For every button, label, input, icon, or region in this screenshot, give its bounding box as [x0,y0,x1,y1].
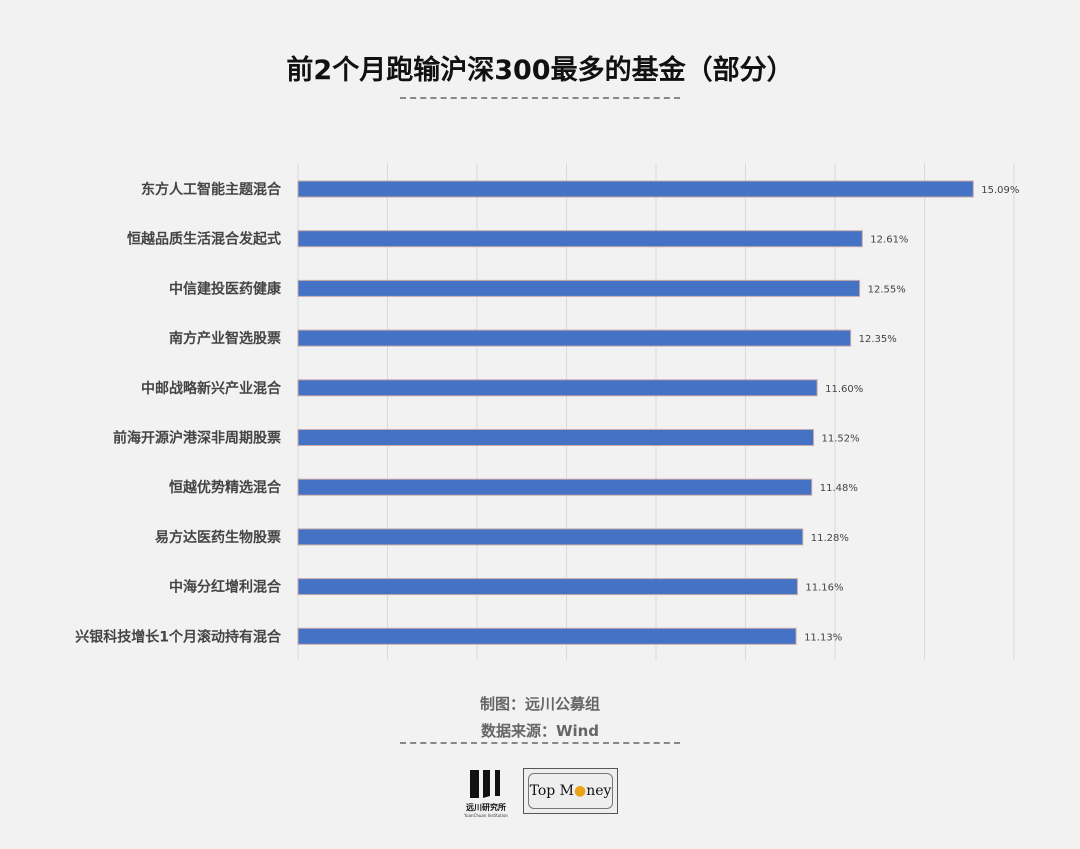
bar [297,429,815,446]
category-label: 中邮战略新兴产业混合 [141,380,282,397]
bar [297,180,974,198]
bar [297,478,813,496]
category-label: 恒越优势精选混合 [169,479,282,496]
category-label: 南方产业智选股票 [169,330,281,347]
data-label: 11.48% [820,483,858,494]
svg-text:远川研究所: 远川研究所 [466,802,506,812]
category-label: 东方人工智能主题混合 [141,181,282,198]
bar [297,230,863,248]
data-label: 11.28% [811,533,849,544]
chart-title: 前2个月跑输沪深300最多的基金（部分） [286,55,794,86]
yuanchuan-logo: 远川研究所 YuanChuan Institution [462,768,510,818]
bar-chart: 东方人工智能主题混合 15.09% 恒越品质生活混合发起式 12.61% 中信建投医药健… [75,163,1019,660]
data-label: 12.35% [859,334,897,345]
category-label: 中海分红增利混合 [169,579,282,596]
category-label: 兴银科技增长1个月滚动持有混合 [75,628,282,645]
bar [297,578,798,596]
data-label: 11.13% [804,632,842,643]
data-label: 12.55% [868,284,906,295]
data-label: 11.60% [825,384,863,395]
category-label: 易方达医药生物股票 [155,529,281,546]
data-label: 15.09% [981,185,1019,196]
category-label: 恒越品质生活混合发起式 [127,231,281,248]
bar [297,528,804,546]
bar [297,329,852,347]
bar [297,279,861,297]
svg-text:YuanChuan Institution: YuanChuan Institution [463,813,508,818]
category-label: 中信建投医药健康 [169,280,282,297]
top-money-logo: Top M ● ney [523,768,618,814]
data-label: 11.52% [822,434,860,445]
made-by-text: 制图：远川公募组 [479,695,600,713]
source-text: 数据来源：Wind [480,722,600,740]
data-label: 11.16% [805,583,843,594]
data-label: 12.61% [870,235,908,246]
bar [297,379,818,397]
title-divider [400,97,680,99]
category-label: 前海开源沪港深非周期股票 [113,430,281,447]
bar [297,627,797,645]
footer-divider [400,742,680,744]
